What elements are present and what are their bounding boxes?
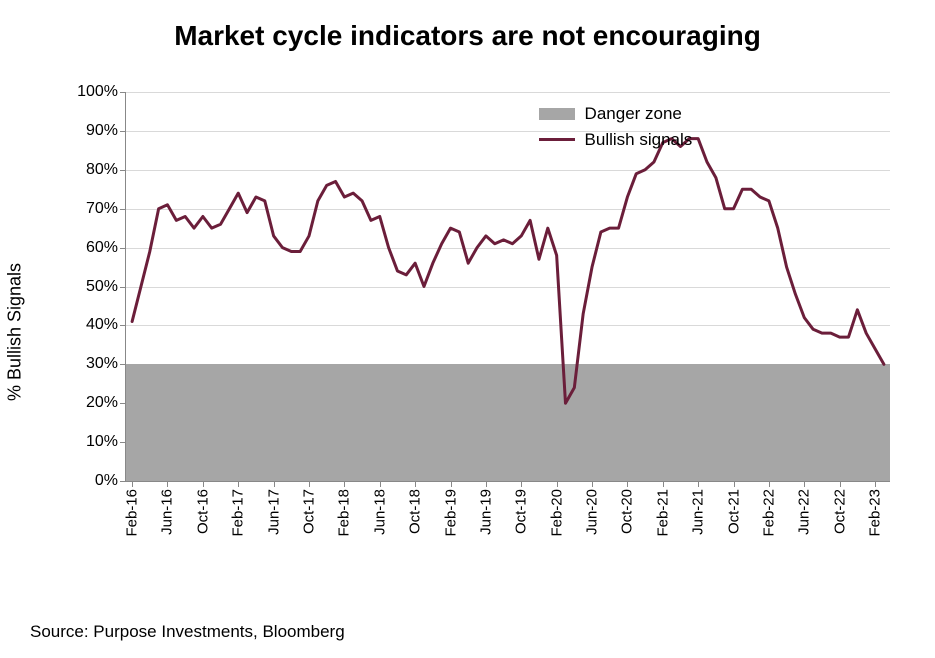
x-tick-label: Feb-23 [867,489,884,537]
y-tick-label: 20% [86,394,118,412]
line-layer [126,92,890,481]
y-tick-label: 90% [86,122,118,140]
legend-label-danger: Danger zone [585,104,682,124]
x-tick-mark [840,481,841,487]
x-tick-mark [769,481,770,487]
y-tick-label: 30% [86,355,118,373]
x-tick-mark [592,481,593,487]
y-tick-label: 10% [86,433,118,451]
legend-item-bullish: Bullish signals [539,130,693,150]
y-tick-label: 50% [86,278,118,296]
x-tick-mark [451,481,452,487]
x-tick-label: Jun-16 [159,489,176,535]
x-tick-label: Oct-19 [513,489,530,534]
chart-title: Market cycle indicators are not encourag… [30,20,905,52]
x-tick-label: Jun-20 [584,489,601,535]
x-tick-mark [132,481,133,487]
x-tick-mark [344,481,345,487]
y-tick-label: 100% [77,83,118,101]
x-tick-mark [557,481,558,487]
x-tick-mark [875,481,876,487]
x-tick-mark [274,481,275,487]
legend-swatch-danger [539,108,575,120]
x-tick-label: Oct-18 [407,489,424,534]
x-tick-mark [167,481,168,487]
x-tick-label: Feb-18 [336,489,353,537]
y-tick-label: 0% [95,472,118,490]
x-tick-mark [698,481,699,487]
x-tick-label: Feb-22 [760,489,777,537]
y-tick-label: 60% [86,239,118,257]
x-tick-mark [415,481,416,487]
y-tick-label: 80% [86,161,118,179]
x-tick-label: Oct-17 [301,489,318,534]
y-tick-label: 40% [86,316,118,334]
y-axis-title: % Bullish Signals [5,263,26,401]
chart-container: % Bullish Signals Danger zone Bullish si… [30,82,905,582]
x-tick-mark [663,481,664,487]
x-tick-label: Jun-21 [690,489,707,535]
x-tick-label: Oct-21 [725,489,742,534]
x-tick-label: Oct-16 [194,489,211,534]
chart-source: Source: Purpose Investments, Bloomberg [30,622,345,642]
x-tick-label: Feb-17 [230,489,247,537]
chart-page: Market cycle indicators are not encourag… [0,0,935,658]
bullish-signals-line [132,139,884,404]
x-tick-mark [627,481,628,487]
x-tick-label: Feb-16 [124,489,141,537]
x-tick-mark [486,481,487,487]
legend-label-bullish: Bullish signals [585,130,693,150]
x-tick-label: Jun-18 [371,489,388,535]
x-tick-label: Jun-17 [265,489,282,535]
x-tick-label: Oct-22 [831,489,848,534]
x-tick-label: Feb-20 [548,489,565,537]
x-tick-mark [203,481,204,487]
legend-item-danger-zone: Danger zone [539,104,693,124]
x-tick-label: Jun-19 [477,489,494,535]
x-tick-mark [804,481,805,487]
plot-area: Danger zone Bullish signals 0%10%20%30%4… [125,92,890,482]
x-tick-mark [309,481,310,487]
x-tick-mark [521,481,522,487]
x-tick-mark [238,481,239,487]
legend: Danger zone Bullish signals [539,104,693,156]
x-tick-label: Feb-19 [442,489,459,537]
x-tick-label: Oct-20 [619,489,636,534]
x-tick-mark [734,481,735,487]
y-tick-label: 70% [86,200,118,218]
y-tick-mark [120,481,126,482]
x-tick-label: Feb-21 [654,489,671,537]
x-tick-mark [380,481,381,487]
legend-swatch-bullish [539,138,575,141]
x-tick-label: Jun-22 [796,489,813,535]
